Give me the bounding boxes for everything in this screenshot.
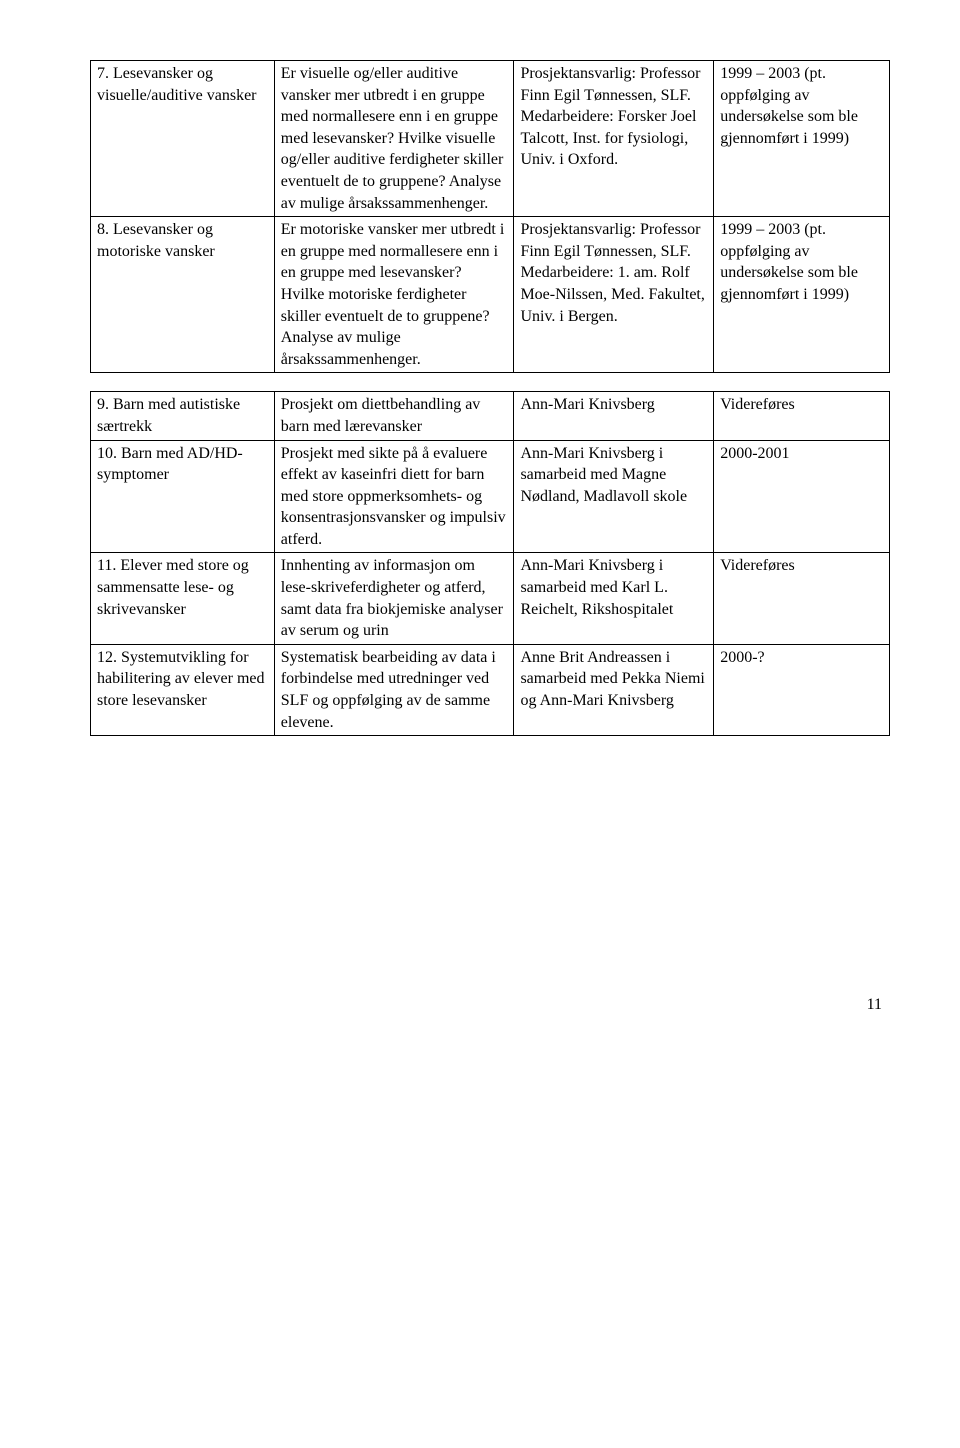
cell: Innhenting av informasjon om lese-skrive…: [274, 553, 514, 644]
cell: Anne Brit Andreassen i samarbeid med Pek…: [514, 644, 714, 735]
table-row: 7. Lesevansker og visuelle/auditive vans…: [91, 61, 890, 217]
cell: 9. Barn med autistiske særtrekk: [91, 392, 275, 440]
cell: Prosjektansvarlig: Professor Finn Egil T…: [514, 61, 714, 217]
cell: Prosjektansvarlig: Professor Finn Egil T…: [514, 217, 714, 373]
cell: Systematisk bearbeiding av data i forbin…: [274, 644, 514, 735]
table-gap: [90, 373, 890, 391]
table-row: 9. Barn med autistiske særtrekk Prosjekt…: [91, 392, 890, 440]
upper-table: 7. Lesevansker og visuelle/auditive vans…: [90, 60, 890, 373]
table-row: 8. Lesevansker og motoriske vansker Er m…: [91, 217, 890, 373]
table-row: 10. Barn med AD/HD-symptomer Prosjekt me…: [91, 440, 890, 553]
cell: 2000-2001: [714, 440, 890, 553]
cell: Er visuelle og/eller auditive vansker me…: [274, 61, 514, 217]
cell: Videreføres: [714, 553, 890, 644]
table-row: 11. Elever med store og sammensatte lese…: [91, 553, 890, 644]
cell: Prosjekt med sikte på å evaluere effekt …: [274, 440, 514, 553]
cell: Videreføres: [714, 392, 890, 440]
page-number: 11: [90, 996, 890, 1014]
cell: Er motoriske vansker mer utbredt i en gr…: [274, 217, 514, 373]
cell: Ann-Mari Knivsberg: [514, 392, 714, 440]
cell: 7. Lesevansker og visuelle/auditive vans…: [91, 61, 275, 217]
cell: 2000-?: [714, 644, 890, 735]
cell: Prosjekt om diettbehandling av barn med …: [274, 392, 514, 440]
cell: 12. Systemutvikling for habilitering av …: [91, 644, 275, 735]
cell: 1999 – 2003 (pt. oppfølging av undersøke…: [714, 61, 890, 217]
cell: 8. Lesevansker og motoriske vansker: [91, 217, 275, 373]
cell: 11. Elever med store og sammensatte lese…: [91, 553, 275, 644]
cell: 10. Barn med AD/HD-symptomer: [91, 440, 275, 553]
table-row: 12. Systemutvikling for habilitering av …: [91, 644, 890, 735]
cell: 1999 – 2003 (pt. oppfølging av undersøke…: [714, 217, 890, 373]
cell: Ann-Mari Knivsberg i samarbeid med Magne…: [514, 440, 714, 553]
cell: Ann-Mari Knivsberg i samarbeid med Karl …: [514, 553, 714, 644]
lower-table: 9. Barn med autistiske særtrekk Prosjekt…: [90, 391, 890, 736]
